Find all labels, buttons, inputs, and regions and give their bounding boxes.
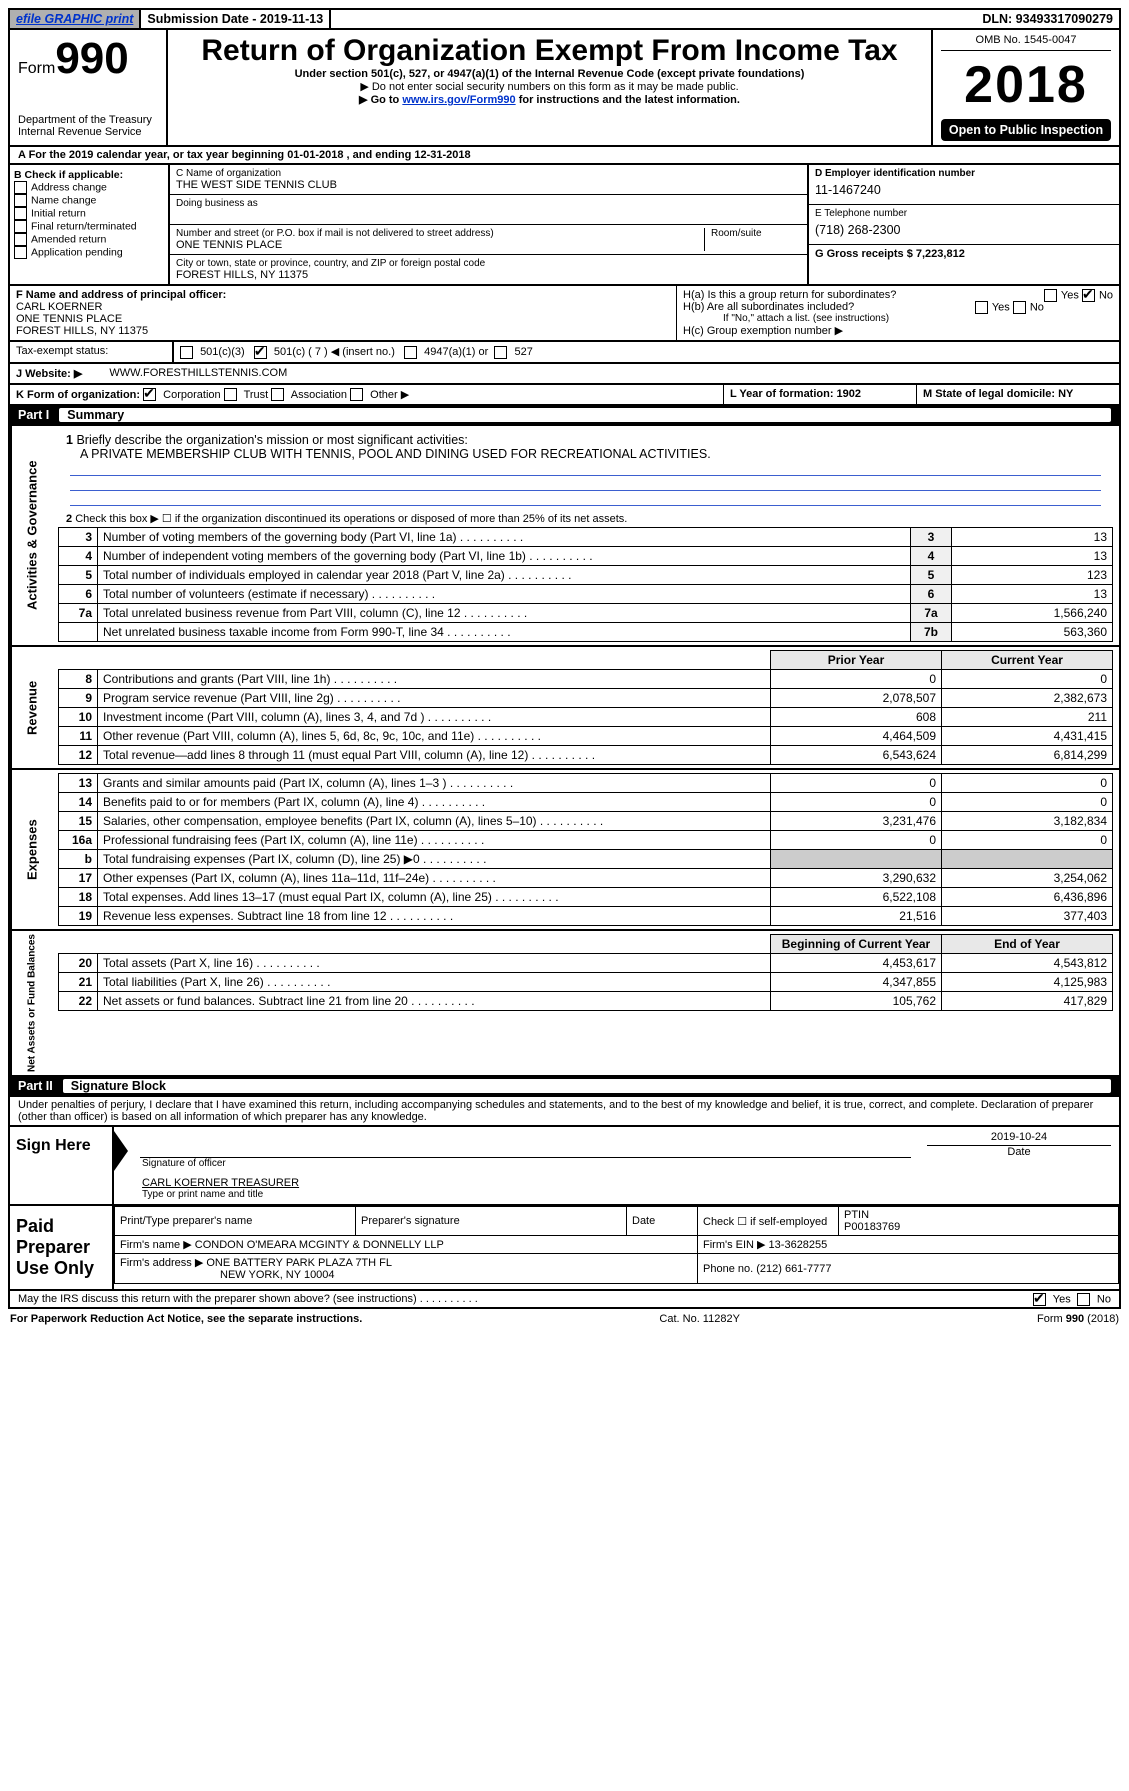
- h-b-note: If "No," attach a list. (see instruction…: [683, 313, 1113, 324]
- b-opt[interactable]: Initial return: [14, 207, 164, 220]
- b-opt[interactable]: Address change: [14, 181, 164, 194]
- sig-officer-label: Signature of officer: [132, 1158, 1119, 1169]
- b-opt[interactable]: Amended return: [14, 233, 164, 246]
- foot-center: Cat. No. 11282Y: [659, 1313, 740, 1325]
- p1-l2: Check this box ▶ ☐ if the organization d…: [75, 513, 627, 525]
- website: WWW.FORESTHILLSTENNIS.COM: [103, 364, 293, 383]
- discuss-row: May the IRS discuss this return with the…: [8, 1291, 1121, 1309]
- revenue-section: Revenue Prior YearCurrent Year8Contribut…: [8, 647, 1121, 770]
- preparer-block: Paid Preparer Use Only Print/Type prepar…: [8, 1206, 1121, 1291]
- b-opt[interactable]: Name change: [14, 194, 164, 207]
- k-trust-cbx[interactable]: [224, 388, 237, 401]
- f-addr2: FOREST HILLS, NY 11375: [16, 325, 670, 337]
- i-501c3-cbx[interactable]: [180, 346, 193, 359]
- dept: Department of the Treasury Internal Reve…: [18, 114, 158, 138]
- sign-here-block: Sign Here 2019-10-24 Date Signature of o…: [8, 1127, 1121, 1206]
- omb: OMB No. 1545-0047: [941, 34, 1111, 51]
- officer-name-label: Type or print name and title: [132, 1189, 1119, 1200]
- officer-name: CARL KOERNER TREASURER: [132, 1177, 1119, 1189]
- efile-link[interactable]: efile GRAPHIC print: [16, 12, 133, 26]
- declaration: Under penalties of perjury, I declare th…: [8, 1097, 1121, 1127]
- discuss-yes-cbx[interactable]: [1033, 1293, 1046, 1306]
- arrow-icon: [114, 1131, 128, 1171]
- c-addr-label: Number and street (or P.O. box if mail i…: [176, 228, 704, 239]
- vtab-revenue: Revenue: [10, 647, 52, 768]
- open-to-public: Open to Public Inspection: [941, 119, 1111, 141]
- i-527-cbx[interactable]: [494, 346, 507, 359]
- subtitle-2: ▶ Do not enter social security numbers o…: [176, 80, 923, 93]
- klm-row: K Form of organization: Corporation Trus…: [8, 385, 1121, 407]
- f-label: F Name and address of principal officer:: [16, 289, 670, 301]
- sign-date: 2019-10-24: [919, 1131, 1119, 1143]
- c-room-label: Room/suite: [711, 228, 801, 239]
- form-title: Return of Organization Exempt From Incom…: [176, 34, 923, 68]
- form-header: Form990 Department of the Treasury Inter…: [8, 30, 1121, 147]
- netassets-table: Beginning of Current YearEnd of Year20To…: [58, 934, 1113, 1011]
- discuss-no-cbx[interactable]: [1077, 1293, 1090, 1306]
- h-b: H(b) Are all subordinates included? Yes …: [683, 301, 1113, 313]
- k-other-cbx[interactable]: [350, 388, 363, 401]
- footer: For Paperwork Reduction Act Notice, see …: [8, 1309, 1121, 1329]
- p1-l1: Briefly describe the organization's miss…: [76, 433, 467, 447]
- c-name: THE WEST SIDE TENNIS CLUB: [176, 179, 801, 191]
- subtitle-1: Under section 501(c), 527, or 4947(a)(1)…: [176, 68, 923, 80]
- subtitle-3: ▶ Go to www.irs.gov/Form990 for instruct…: [176, 93, 923, 106]
- netassets-section: Net Assets or Fund Balances Beginning of…: [8, 931, 1121, 1077]
- entity-block: B Check if applicable: Address change Na…: [8, 165, 1121, 286]
- preparer-label: Paid Preparer Use Only: [10, 1206, 114, 1289]
- m-state: M State of legal domicile: NY: [917, 385, 1119, 405]
- top-bar: efile GRAPHIC print Submission Date - 20…: [8, 8, 1121, 30]
- i-501c-cbx[interactable]: [254, 346, 267, 359]
- f-h-row: F Name and address of principal officer:…: [8, 286, 1121, 342]
- b-opt[interactable]: Final return/terminated: [14, 220, 164, 233]
- f-name: CARL KOERNER: [16, 301, 670, 313]
- foot-right: Form 990 (2018): [1037, 1313, 1119, 1325]
- part2-bar: Part IISignature Block: [8, 1077, 1121, 1097]
- expenses-table: 13Grants and similar amounts paid (Part …: [58, 773, 1113, 926]
- governance-table: 3Number of voting members of the governi…: [58, 527, 1113, 642]
- c-city-label: City or town, state or province, country…: [176, 258, 801, 269]
- b-opt[interactable]: Application pending: [14, 246, 164, 259]
- d-ein: 11-1467240: [815, 179, 1113, 201]
- foot-left: For Paperwork Reduction Act Notice, see …: [10, 1313, 362, 1325]
- c-city: FOREST HILLS, NY 11375: [176, 269, 801, 281]
- g-gross: G Gross receipts $ 7,223,812: [809, 245, 1119, 263]
- e-phone: (718) 268-2300: [815, 219, 1113, 241]
- d-label: D Employer identification number: [815, 168, 1113, 179]
- i-4947-cbx[interactable]: [404, 346, 417, 359]
- i-row: Tax-exempt status: 501(c)(3) 501(c) ( 7 …: [8, 342, 1121, 364]
- part1-bar: Part ISummary: [8, 406, 1121, 426]
- dln: DLN: 93493317090279: [976, 10, 1119, 28]
- k-assoc-cbx[interactable]: [271, 388, 284, 401]
- revenue-table: Prior YearCurrent Year8Contributions and…: [58, 650, 1113, 765]
- part1-body: Activities & Governance 1 Briefly descri…: [8, 426, 1121, 647]
- p1-mission: A PRIVATE MEMBERSHIP CLUB WITH TENNIS, P…: [66, 447, 711, 461]
- form-label: Form990: [18, 34, 158, 84]
- l-year: L Year of formation: 1902: [724, 385, 917, 405]
- expenses-section: Expenses 13Grants and similar amounts pa…: [8, 770, 1121, 931]
- vtab-governance: Activities & Governance: [10, 426, 52, 645]
- vtab-expenses: Expenses: [10, 770, 52, 929]
- b-label: B Check if applicable:: [14, 169, 164, 181]
- row-a: A For the 2019 calendar year, or tax yea…: [8, 147, 1121, 165]
- submission-date: Submission Date - 2019-11-13: [141, 10, 331, 28]
- h-a: H(a) Is this a group return for subordin…: [683, 289, 1113, 301]
- c-name-label: C Name of organization: [176, 168, 801, 179]
- f-addr1: ONE TENNIS PLACE: [16, 313, 670, 325]
- j-row: J Website: ▶ WWW.FORESTHILLSTENNIS.COM: [8, 364, 1121, 385]
- e-label: E Telephone number: [815, 208, 1113, 219]
- c-dba-label: Doing business as: [176, 198, 801, 209]
- sign-here-label: Sign Here: [10, 1127, 114, 1204]
- tax-year: 2018: [941, 55, 1111, 115]
- c-addr: ONE TENNIS PLACE: [176, 239, 704, 251]
- instructions-link[interactable]: www.irs.gov/Form990: [402, 94, 515, 106]
- vtab-netassets: Net Assets or Fund Balances: [10, 931, 52, 1075]
- preparer-table: Print/Type preparer's name Preparer's si…: [114, 1206, 1119, 1284]
- h-c: H(c) Group exemption number ▶: [683, 324, 1113, 337]
- k-corp-cbx[interactable]: [143, 388, 156, 401]
